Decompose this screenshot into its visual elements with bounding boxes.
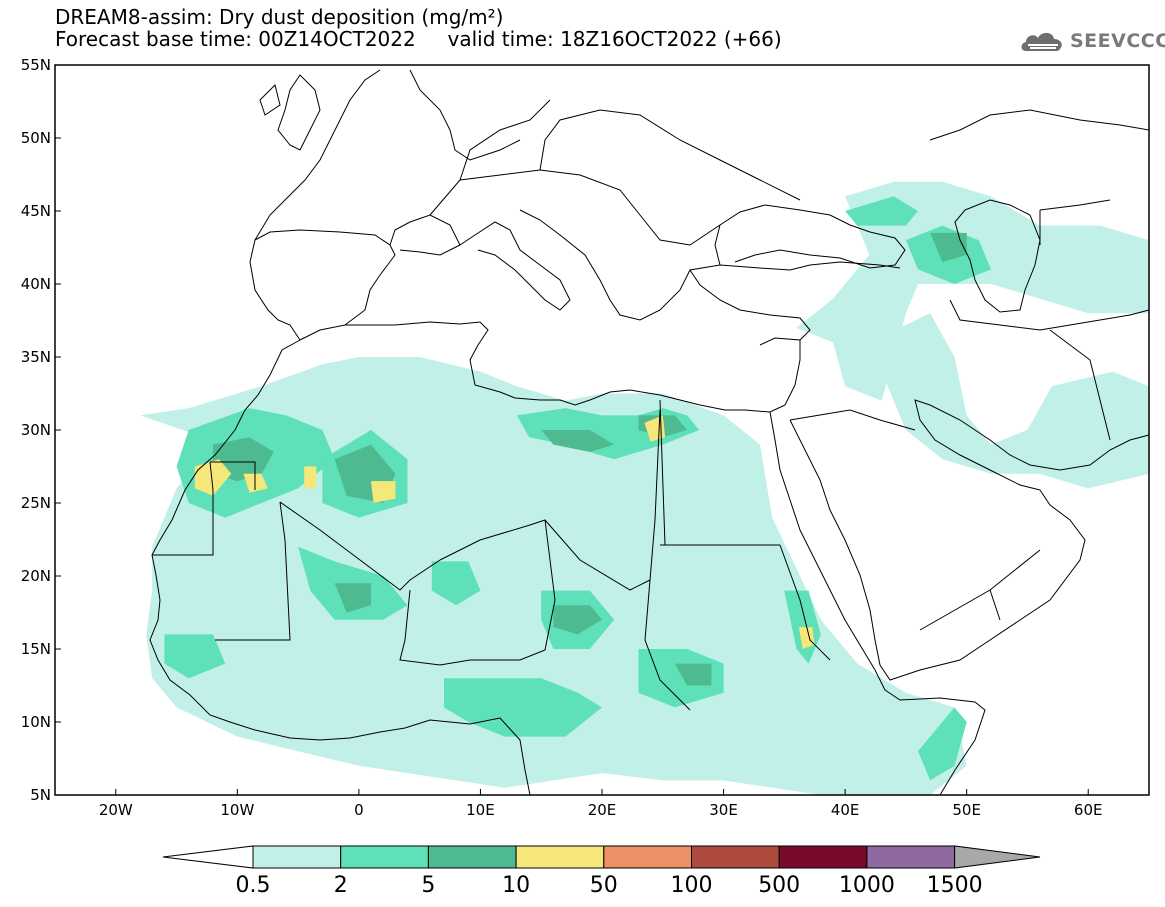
coastline-balkans	[519, 209, 901, 321]
title-line-1: DREAM8-assim: Dry dust deposition (mg/m²…	[55, 5, 504, 29]
dust-region-level-2	[444, 678, 602, 737]
colorbar-box	[252, 845, 342, 869]
base-time: Forecast base time: 00Z14OCT2022	[55, 27, 416, 51]
dust-region-level-4	[243, 473, 268, 493]
coastline-italy	[459, 221, 571, 311]
coastline-turkey-south	[689, 269, 811, 341]
lat-label: 45N	[21, 202, 51, 220]
colorbar-box	[427, 845, 517, 869]
colorbar-arrow-high	[954, 845, 1041, 869]
border-niger-chad	[399, 519, 556, 666]
dust-region-level-3	[553, 605, 602, 635]
lat-label: 15N	[21, 640, 51, 658]
colorbar-box	[340, 845, 429, 869]
lat-label: 55N	[21, 56, 51, 74]
coastline-north-sea	[254, 69, 521, 241]
lon-label: 10E	[466, 801, 495, 819]
colorbar-box	[691, 845, 780, 869]
colorbar-label: 5	[421, 873, 435, 898]
dust-region-level-4	[798, 627, 815, 649]
dust-region-level-3	[674, 663, 712, 686]
coastline-iberia	[249, 229, 396, 341]
lat-label: 20N	[21, 567, 51, 585]
coastline-persian-gulf	[914, 399, 1149, 491]
lat-label: 30N	[21, 421, 51, 439]
lon-label: 10W	[220, 801, 254, 819]
border-sudan	[644, 544, 831, 711]
dust-region-level-4	[644, 415, 666, 442]
border-iran	[949, 299, 1149, 441]
coastline-black-sea	[714, 204, 906, 269]
latitude-axis: 55N 50N 45N 40N 35N 30N 25N 20N 15N 10N 5N	[21, 56, 61, 804]
lat-label: 10N	[21, 713, 51, 731]
colorbar-label: 0.5	[236, 873, 271, 898]
coastline-north-africa	[299, 321, 786, 413]
lon-label: 20W	[99, 801, 133, 819]
chart-title: DREAM8-assim: Dry dust deposition (mg/m²…	[55, 6, 782, 50]
lon-label: 40E	[831, 801, 860, 819]
dust-region-level-2	[431, 561, 481, 606]
lon-label: 60E	[1074, 801, 1103, 819]
colorbar-box	[866, 845, 956, 869]
coastline-west-africa	[149, 339, 531, 795]
colorbar-label: 100	[671, 873, 713, 898]
lat-label: 50N	[21, 129, 51, 147]
dust-region-level-3	[541, 430, 615, 452]
dust-region-level-3	[334, 583, 371, 613]
longitude-axis: 20W 10W 0 10E 20E 30E 40E 50E 60E	[99, 789, 1103, 819]
border-egypt	[659, 399, 666, 546]
lon-label: 50E	[952, 801, 981, 819]
dust-region-level-4	[371, 481, 396, 503]
coastline-levant-red-sea	[759, 337, 986, 795]
colorbar-label: 10	[502, 873, 530, 898]
colorbar-arrow-low	[162, 845, 254, 869]
valid-time: valid time: 18Z16OCT2022 (+66)	[447, 27, 782, 51]
lon-label: 20E	[588, 801, 617, 819]
colorbar-label: 1000	[839, 873, 895, 898]
dust-region-level-2	[845, 196, 918, 226]
border-arabia	[789, 409, 1041, 631]
border-mali-mauritania	[215, 501, 441, 641]
colorbar: 0.5 2 5 10 50 100 500 1000 1500	[162, 845, 1041, 898]
border-western-sahara	[152, 461, 256, 556]
colorbar-box	[778, 845, 868, 869]
dust-region-level-3	[930, 232, 967, 263]
colorbar-label: 1500	[927, 873, 983, 898]
coastline-arabia-west	[789, 419, 1086, 681]
coastline-british-isles	[259, 74, 321, 151]
lat-label: 25N	[21, 494, 51, 512]
dust-region-level-4	[304, 466, 317, 489]
dust-deposition-field	[140, 181, 1149, 795]
cloud-icon	[1021, 32, 1062, 51]
dust-region-level-2	[164, 634, 226, 679]
lon-label: 0	[354, 801, 364, 819]
seevccc-logo: SEEVCCC	[1018, 26, 1165, 56]
coastlines-and-borders	[149, 69, 1149, 795]
border-central-europe	[429, 99, 801, 246]
colorbar-label: 2	[334, 873, 348, 898]
dust-region-level-4	[194, 459, 232, 496]
lon-label: 30E	[709, 801, 738, 819]
border-russia-kazakhstan	[929, 109, 1149, 245]
lat-label: 35N	[21, 348, 51, 366]
colorbar-box	[515, 845, 605, 869]
dust-region-level-1	[869, 313, 1149, 489]
colorbar-box	[603, 845, 692, 869]
coastline-caspian	[954, 199, 1041, 313]
coastline-france	[389, 214, 461, 256]
logo-text: SEEVCCC	[1070, 30, 1165, 52]
dust-region-level-2	[918, 707, 967, 781]
title-line-2: Forecast base time: 00Z14OCT2022 valid t…	[55, 28, 782, 50]
colorbar-label: 500	[758, 873, 800, 898]
border-algeria-libya	[439, 409, 661, 591]
lat-label: 40N	[21, 275, 51, 293]
lat-label: 5N	[30, 786, 51, 804]
colorbar-label: 50	[590, 873, 618, 898]
